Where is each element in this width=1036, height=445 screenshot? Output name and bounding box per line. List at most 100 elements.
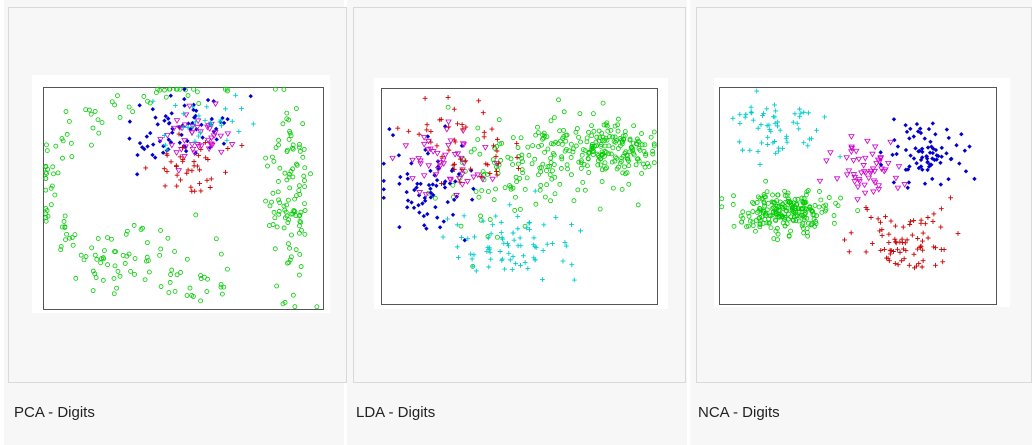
point-diamond	[137, 140, 143, 146]
point-circle	[630, 146, 635, 152]
gallery-card-nca[interactable]: NCA - Digits	[690, 0, 1032, 445]
point-circle	[111, 276, 117, 281]
point-circle	[794, 201, 800, 207]
point-circle	[818, 197, 824, 203]
point-circle	[772, 210, 778, 216]
point-circle	[622, 133, 628, 138]
point-circle	[537, 165, 543, 171]
point-plus	[428, 128, 434, 134]
point-circle	[558, 166, 564, 171]
point-plus	[578, 228, 583, 234]
point-circle	[44, 148, 50, 153]
thumbnail-pca[interactable]	[8, 7, 347, 383]
point-plus	[915, 235, 921, 241]
point-diamond	[193, 108, 199, 113]
axes-frame	[381, 88, 658, 305]
thumbnail-nca[interactable]	[696, 7, 1032, 383]
point-circle	[770, 192, 775, 198]
scatter-plot-nca	[719, 87, 997, 305]
point-diamond	[933, 147, 939, 153]
point-circle	[468, 149, 474, 155]
point-circle	[128, 268, 134, 274]
point-circle	[58, 244, 64, 249]
point-circle	[586, 170, 592, 175]
point-diamond	[412, 187, 417, 193]
thumbnail-lda[interactable]	[353, 7, 686, 383]
point-plus	[864, 207, 870, 212]
point-plus	[892, 261, 898, 266]
point-circle	[287, 257, 293, 263]
caption-lda[interactable]: LDA - Digits	[356, 404, 436, 421]
point-circle	[292, 304, 298, 310]
point-plus	[236, 129, 242, 134]
point-triangle	[861, 182, 868, 189]
point-triangle	[455, 175, 463, 182]
point-circle	[589, 123, 594, 129]
point-circle	[63, 109, 69, 114]
point-plus	[875, 216, 881, 222]
point-triangle	[432, 172, 440, 179]
point-plus	[184, 170, 190, 176]
point-plus	[901, 256, 907, 262]
point-circle	[281, 225, 287, 231]
point-circle	[486, 189, 491, 194]
caption-pca[interactable]: PCA - Digits	[14, 404, 95, 421]
caption-nca[interactable]: NCA - Digits	[698, 404, 780, 421]
point-circle	[604, 165, 610, 171]
point-plus	[906, 262, 912, 268]
point-triangle	[389, 155, 396, 162]
point-triangle	[895, 164, 903, 170]
point-plus	[773, 108, 779, 114]
point-plus	[764, 123, 770, 129]
point-diamond	[425, 134, 431, 139]
point-circle	[294, 193, 299, 199]
point-diamond	[903, 147, 909, 153]
point-circle	[614, 155, 620, 161]
point-plus	[920, 258, 926, 264]
point-triangle	[409, 176, 416, 182]
point-diamond	[396, 153, 402, 158]
point-circle	[95, 117, 101, 123]
point-triangle	[459, 171, 466, 178]
gallery-card-pca[interactable]: PCA - Digits	[4, 0, 347, 445]
point-plus	[869, 241, 875, 246]
point-circle	[272, 246, 278, 252]
point-circle	[89, 142, 94, 148]
point-diamond	[200, 135, 205, 140]
point-circle	[289, 232, 294, 238]
point-circle	[561, 109, 567, 115]
point-plus	[522, 260, 528, 265]
point-plus	[911, 218, 917, 224]
point-plus	[925, 215, 931, 220]
point-circle	[606, 151, 612, 157]
gallery-card-lda[interactable]: LDA - Digits	[347, 0, 687, 445]
point-plus	[801, 140, 807, 146]
point-circle	[184, 256, 190, 262]
point-circle	[557, 181, 563, 187]
point-diamond	[134, 172, 140, 177]
point-circle	[89, 245, 95, 251]
point-circle	[475, 137, 481, 143]
point-circle	[536, 144, 541, 149]
point-diamond	[904, 129, 910, 135]
point-triangle	[434, 151, 441, 157]
point-circle	[296, 188, 302, 193]
point-circle	[594, 134, 600, 140]
point-plus	[481, 134, 487, 140]
point-triangle	[205, 146, 213, 153]
point-triangle	[855, 177, 863, 183]
point-circle	[78, 252, 84, 258]
point-plus	[918, 243, 924, 249]
point-circle	[831, 220, 837, 226]
point-plus	[437, 117, 443, 123]
series-plus	[730, 88, 843, 167]
point-plus	[878, 219, 883, 225]
point-triangle	[420, 173, 428, 179]
point-plus	[948, 195, 953, 201]
point-circle	[126, 104, 132, 110]
point-circle	[225, 266, 230, 272]
point-circle	[801, 230, 807, 236]
point-circle	[112, 102, 118, 108]
point-plus	[772, 120, 778, 126]
point-circle	[831, 213, 837, 218]
